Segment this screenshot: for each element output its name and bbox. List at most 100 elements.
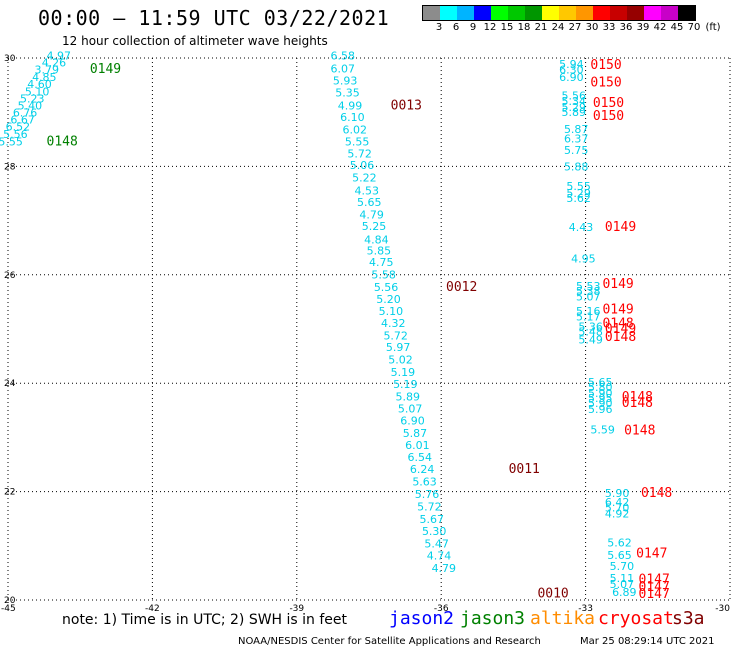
wave-height-label: 4.79 xyxy=(359,208,384,221)
x-tick-label: -39 xyxy=(289,604,304,614)
wave-height-label: 5.19 xyxy=(393,378,418,391)
wave-height-label: 5.90 xyxy=(588,387,613,400)
wave-height-label: 5.80 xyxy=(588,381,613,394)
wave-height-label: 5.72 xyxy=(417,501,442,514)
wave-height-label: 5.17 xyxy=(576,310,601,323)
pass-number-label: 0147 xyxy=(636,547,667,562)
x-tick-label: -45 xyxy=(1,604,16,614)
wave-height-label: 6.67 xyxy=(10,114,35,127)
wave-height-label: 4.84 xyxy=(364,233,389,246)
color-scale-label: 18 xyxy=(517,22,531,33)
wave-height-label: 6.42 xyxy=(605,496,630,509)
wave-height-label: 6.02 xyxy=(343,123,368,136)
wave-height-label: 4.95 xyxy=(571,252,596,265)
color-scale-bar xyxy=(422,5,696,21)
units-note: note: 1) Time is in UTC; 2) SWH is in fe… xyxy=(62,612,348,628)
wave-height-label: 5.29 xyxy=(566,187,591,200)
wave-height-label: 5.02 xyxy=(388,354,413,367)
pass-number-label: 0013 xyxy=(391,98,422,113)
pass-number-label: 0147 xyxy=(639,580,670,595)
legend-jason3: jason3 xyxy=(460,608,526,629)
y-tick-label: 24 xyxy=(4,379,16,389)
wave-height-label: 5.55 xyxy=(0,135,23,148)
wave-height-label: 5.88 xyxy=(564,161,589,174)
pass-number-label: 0149 xyxy=(602,302,633,317)
wave-height-label: 5.70 xyxy=(610,560,635,573)
wave-height-label: 4.97 xyxy=(47,50,72,63)
wave-height-label: 5.67 xyxy=(420,513,445,526)
pass-number-label: 0148 xyxy=(605,330,636,345)
x-tick-label: -33 xyxy=(578,604,593,614)
wave-height-label: 5.89 xyxy=(395,391,420,404)
pass-number-label: 0147 xyxy=(639,573,670,588)
color-scale-swatch xyxy=(423,6,440,20)
pass-number-label: 0150 xyxy=(590,76,621,91)
wave-height-label: 4.53 xyxy=(355,185,380,198)
color-scale-swatch xyxy=(542,6,559,20)
color-scale-swatch xyxy=(440,6,457,20)
legend-altika: altika xyxy=(530,608,596,629)
color-scale-label: 9 xyxy=(469,22,477,33)
wave-height-label: 5.30 xyxy=(422,525,447,538)
y-tick-label: 20 xyxy=(4,596,16,606)
pass-number-label: 0148 xyxy=(622,396,653,411)
wave-height-label: 4.99 xyxy=(338,99,363,112)
pass-number-label: 0012 xyxy=(446,280,477,295)
wave-height-label: 6.37 xyxy=(564,133,589,146)
pass-number-label: 0148 xyxy=(47,134,78,149)
pass-number-label: 0148 xyxy=(622,390,653,405)
x-tick-label: -42 xyxy=(145,604,160,614)
wave-height-label: 5.36 xyxy=(578,321,603,334)
wave-height-label: 5.56 xyxy=(374,281,399,294)
color-scale-label: 30 xyxy=(585,22,599,33)
legend-s3a: s3a xyxy=(672,608,705,629)
pass-number-label: 0011 xyxy=(509,462,540,477)
y-tick-label: 22 xyxy=(4,488,15,498)
color-scale-swatch xyxy=(627,6,644,20)
color-scale-label: 21 xyxy=(534,22,548,33)
wave-height-label: 5.47 xyxy=(424,537,449,550)
wave-height-label: 6.24 xyxy=(410,463,435,476)
wave-height-label: 5.20 xyxy=(376,293,401,306)
map-subtitle: 12 hour collection of altimeter wave hei… xyxy=(62,34,328,48)
wave-height-label: 5.95 xyxy=(588,392,613,405)
wave-height-label: 6.01 xyxy=(405,439,430,452)
wave-height-label: 5.40 xyxy=(18,99,43,112)
wave-height-label: 5.63 xyxy=(412,476,437,489)
wave-height-label: 6.58 xyxy=(330,50,355,63)
wave-height-label: 5.87 xyxy=(403,427,428,440)
wave-height-label: 5.10 xyxy=(379,305,404,318)
color-scale-label: 15 xyxy=(500,22,514,33)
pass-number-label: 0148 xyxy=(641,486,672,501)
wave-height-label: 5.72 xyxy=(347,148,372,161)
pass-number-label: 0150 xyxy=(593,109,624,124)
wave-height-label: 5.97 xyxy=(386,341,411,354)
pass-number-label: 0150 xyxy=(593,96,624,111)
wave-height-label: 6.07 xyxy=(330,63,355,76)
wave-height-label: 5.11 xyxy=(610,572,635,585)
color-scale-label: 6 xyxy=(452,22,460,33)
color-scale-swatch xyxy=(457,6,474,20)
wave-height-label: 4.79 xyxy=(432,562,457,575)
pass-labels: 0149014800130012001100100150015001500150… xyxy=(47,58,673,602)
wave-height-label: 4.85 xyxy=(32,71,57,84)
wave-height-label: 5.48 xyxy=(578,326,603,339)
wave-height-label: 6.90 xyxy=(400,414,425,427)
wave-height-label: 5.58 xyxy=(371,269,396,282)
wave-height-label: 5.90 xyxy=(588,397,613,410)
wave-height-label: 5.07 xyxy=(398,402,423,415)
wave-height-label: 6.30 xyxy=(559,64,584,77)
pass-number-label: 0149 xyxy=(605,322,636,337)
wave-height-label: 5.10 xyxy=(25,85,49,98)
wave-height-label: 4.32 xyxy=(381,317,406,330)
wave-height-label: 5.96 xyxy=(588,403,613,416)
wave-height-label: 5.16 xyxy=(576,305,601,318)
wave-height-label: 4.75 xyxy=(369,256,394,269)
color-scale-label: 42 xyxy=(653,22,667,33)
wave-height-label: 5.55 xyxy=(566,180,591,193)
color-scale-swatch xyxy=(593,6,610,20)
wave-height-label: 5.62 xyxy=(566,192,591,205)
wave-height-label: 4.26 xyxy=(42,57,66,70)
wave-height-label: 5.90 xyxy=(605,487,630,500)
